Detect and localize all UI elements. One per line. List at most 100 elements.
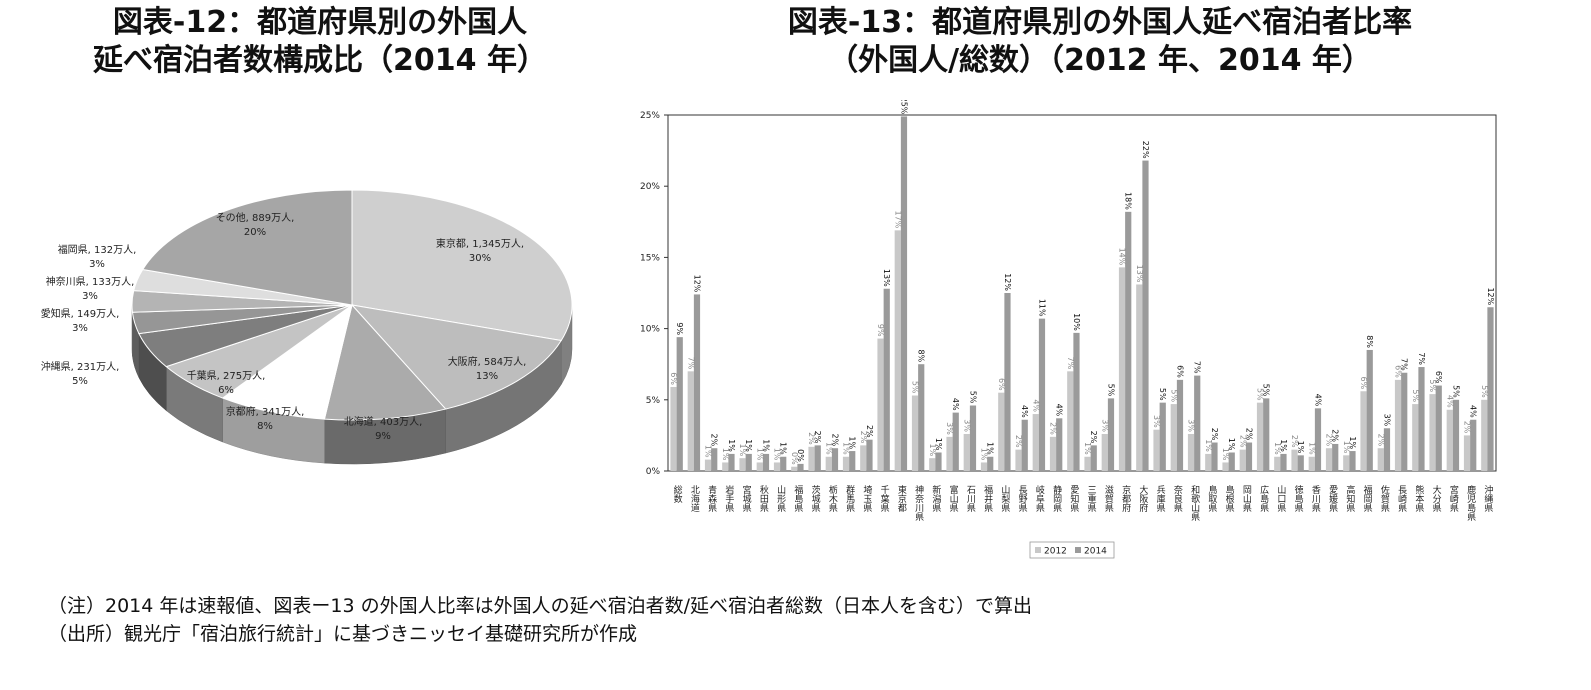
x-tick-label-46: 鹿児島県 — [1465, 484, 1476, 522]
bar-2014-2 — [711, 448, 718, 471]
data-label-2012-44: 5% — [1428, 379, 1437, 392]
data-label-2012-24: 1% — [1083, 442, 1092, 455]
data-label-2012-45: 4% — [1445, 395, 1454, 408]
data-label-2014-23: 10% — [1072, 313, 1081, 331]
data-label-2014-10: 1% — [848, 436, 857, 449]
x-tick-label-16: 富山県 — [948, 484, 959, 513]
x-tick-label-17: 石川県 — [965, 485, 976, 513]
bar-2012-16 — [946, 436, 953, 471]
x-tick-label-8: 茨城県 — [810, 484, 821, 513]
x-tick-label-9: 栃木県 — [827, 484, 838, 513]
x-tick-label-1: 北海道 — [689, 485, 700, 513]
bar-2012-30 — [1187, 433, 1195, 471]
bar-2014-21 — [1038, 318, 1046, 471]
bar-2012-2 — [704, 459, 712, 471]
bar-2014-7 — [797, 463, 804, 471]
data-label-2012-41: 2% — [1376, 434, 1385, 447]
data-label-2012-21: 4% — [1031, 399, 1040, 412]
bar-2012-27 — [1136, 284, 1143, 471]
bar-2014-31 — [1211, 442, 1218, 471]
bar-2014-11 — [866, 439, 873, 471]
bar-2014-25 — [1107, 398, 1115, 471]
x-tick-label-30: 和歌山県 — [1189, 485, 1200, 522]
data-label-2014-34: 5% — [1262, 384, 1271, 397]
bar-2012-9 — [825, 456, 832, 471]
bar-2012-17 — [963, 433, 970, 471]
y-axis: 0% 5% 10% 15% 20% 25% — [640, 111, 668, 477]
pie-pct-5: 5% — [72, 376, 88, 387]
data-label-2012-40: 6% — [1359, 377, 1368, 390]
x-tick-label-2: 青森県 — [706, 484, 717, 513]
data-label-2012-46: 2% — [1463, 421, 1472, 434]
source-text: （出所）観光庁「宿泊旅行統計」に基づきニッセイ基礎研究所が作成 — [48, 623, 638, 645]
bar-2014-46 — [1470, 419, 1477, 471]
bar-2012-40 — [1360, 391, 1367, 471]
data-label-2012-19: 6% — [997, 378, 1006, 391]
bar-2014-23 — [1073, 332, 1080, 471]
data-label-2012-34: 5% — [1256, 388, 1265, 401]
x-tick-label-15: 新潟県 — [930, 484, 941, 513]
bar-2012-1 — [687, 371, 694, 471]
data-label-2014-4: 1% — [744, 439, 753, 452]
pie-label-0: 東京都, 1,345万人, — [436, 237, 524, 250]
data-label-2012-28: 3% — [1152, 415, 1161, 428]
bar-2012-4 — [739, 458, 746, 471]
pie-pct-3: 8% — [257, 421, 273, 432]
data-label-2014-30: 7% — [1193, 361, 1202, 374]
data-label-2014-42: 7% — [1400, 358, 1409, 371]
bar-2014-24 — [1090, 445, 1097, 471]
data-label-2014-0: 9% — [675, 322, 684, 335]
bar-2014-30 — [1194, 375, 1201, 471]
pie-label-3: 京都府, 341万人, — [226, 405, 305, 418]
x-tick-label-13: 東京都 — [896, 484, 907, 513]
data-label-2014-40: 8% — [1365, 335, 1374, 348]
bar-2012-15 — [929, 458, 936, 471]
data-label-2014-35: 1% — [1279, 439, 1288, 452]
bar-2014-29 — [1176, 379, 1184, 471]
bar-2012-32 — [1222, 462, 1229, 471]
bar-2014-6 — [780, 456, 787, 471]
x-tick-label-21: 岐阜県 — [1034, 484, 1045, 513]
data-label-2014-41: 3% — [1382, 414, 1391, 427]
data-label-2012-6: 1% — [773, 448, 782, 461]
x-tick-label-19: 山梨県 — [999, 485, 1010, 513]
x-tick-label-10: 群馬県 — [844, 484, 855, 513]
bar-2012-21 — [1032, 414, 1039, 471]
plot-area — [667, 114, 1497, 472]
data-label-2014-22: 4% — [1055, 404, 1064, 417]
pie-label-9: その他, 889万人, — [216, 211, 295, 224]
bar-2012-29 — [1170, 404, 1177, 471]
x-tick-label-47: 沖縄県 — [1482, 484, 1493, 513]
bar-2012-42 — [1394, 379, 1402, 471]
x-tick-label-43: 熊本県 — [1413, 484, 1424, 513]
x-tick-label-11: 埼玉県 — [861, 484, 872, 513]
data-label-2014-1: 12% — [692, 275, 701, 293]
bar-2012-46 — [1463, 435, 1471, 471]
data-label-2012-18: 1% — [980, 448, 989, 461]
bar-2012-41 — [1377, 448, 1384, 471]
bar-2012-12 — [877, 338, 884, 471]
x-tick-label-40: 福岡県 — [1362, 484, 1373, 513]
pie-pct-4: 6% — [218, 385, 234, 396]
data-label-2012-10: 1% — [842, 442, 851, 455]
x-tick-label-45: 宮崎県 — [1448, 484, 1459, 513]
data-label-2012-5: 1% — [755, 448, 764, 461]
bar-2012-47 — [1481, 399, 1488, 471]
bar-2014-20 — [1021, 419, 1028, 471]
bar-2012-0 — [670, 386, 677, 471]
notes: （注）2014 年は速報値、図表ー13 の外国人比率は外国人の延べ宿泊者数/延べ… — [48, 592, 1032, 648]
data-label-2014-7: 0% — [796, 449, 805, 462]
bar-2014-19 — [1004, 293, 1011, 471]
bar-2014-8 — [814, 445, 821, 471]
bar-2012-26 — [1118, 267, 1126, 471]
x-tick-label-27: 大阪府 — [1137, 484, 1148, 513]
data-label-2012-22: 2% — [1049, 422, 1058, 435]
figure13-title-line2: （外国人/総数）（2012 年、2014 年） — [828, 43, 1372, 78]
pie-slices — [131, 189, 573, 421]
data-label-2012-11: 2% — [859, 431, 868, 444]
data-label-2012-15: 1% — [928, 443, 937, 456]
data-label-2014-2: 2% — [710, 434, 719, 447]
x-tick-label-31: 鳥取県 — [1206, 484, 1217, 513]
bar-2014-39 — [1349, 451, 1356, 471]
bar-2014-1 — [693, 294, 701, 471]
